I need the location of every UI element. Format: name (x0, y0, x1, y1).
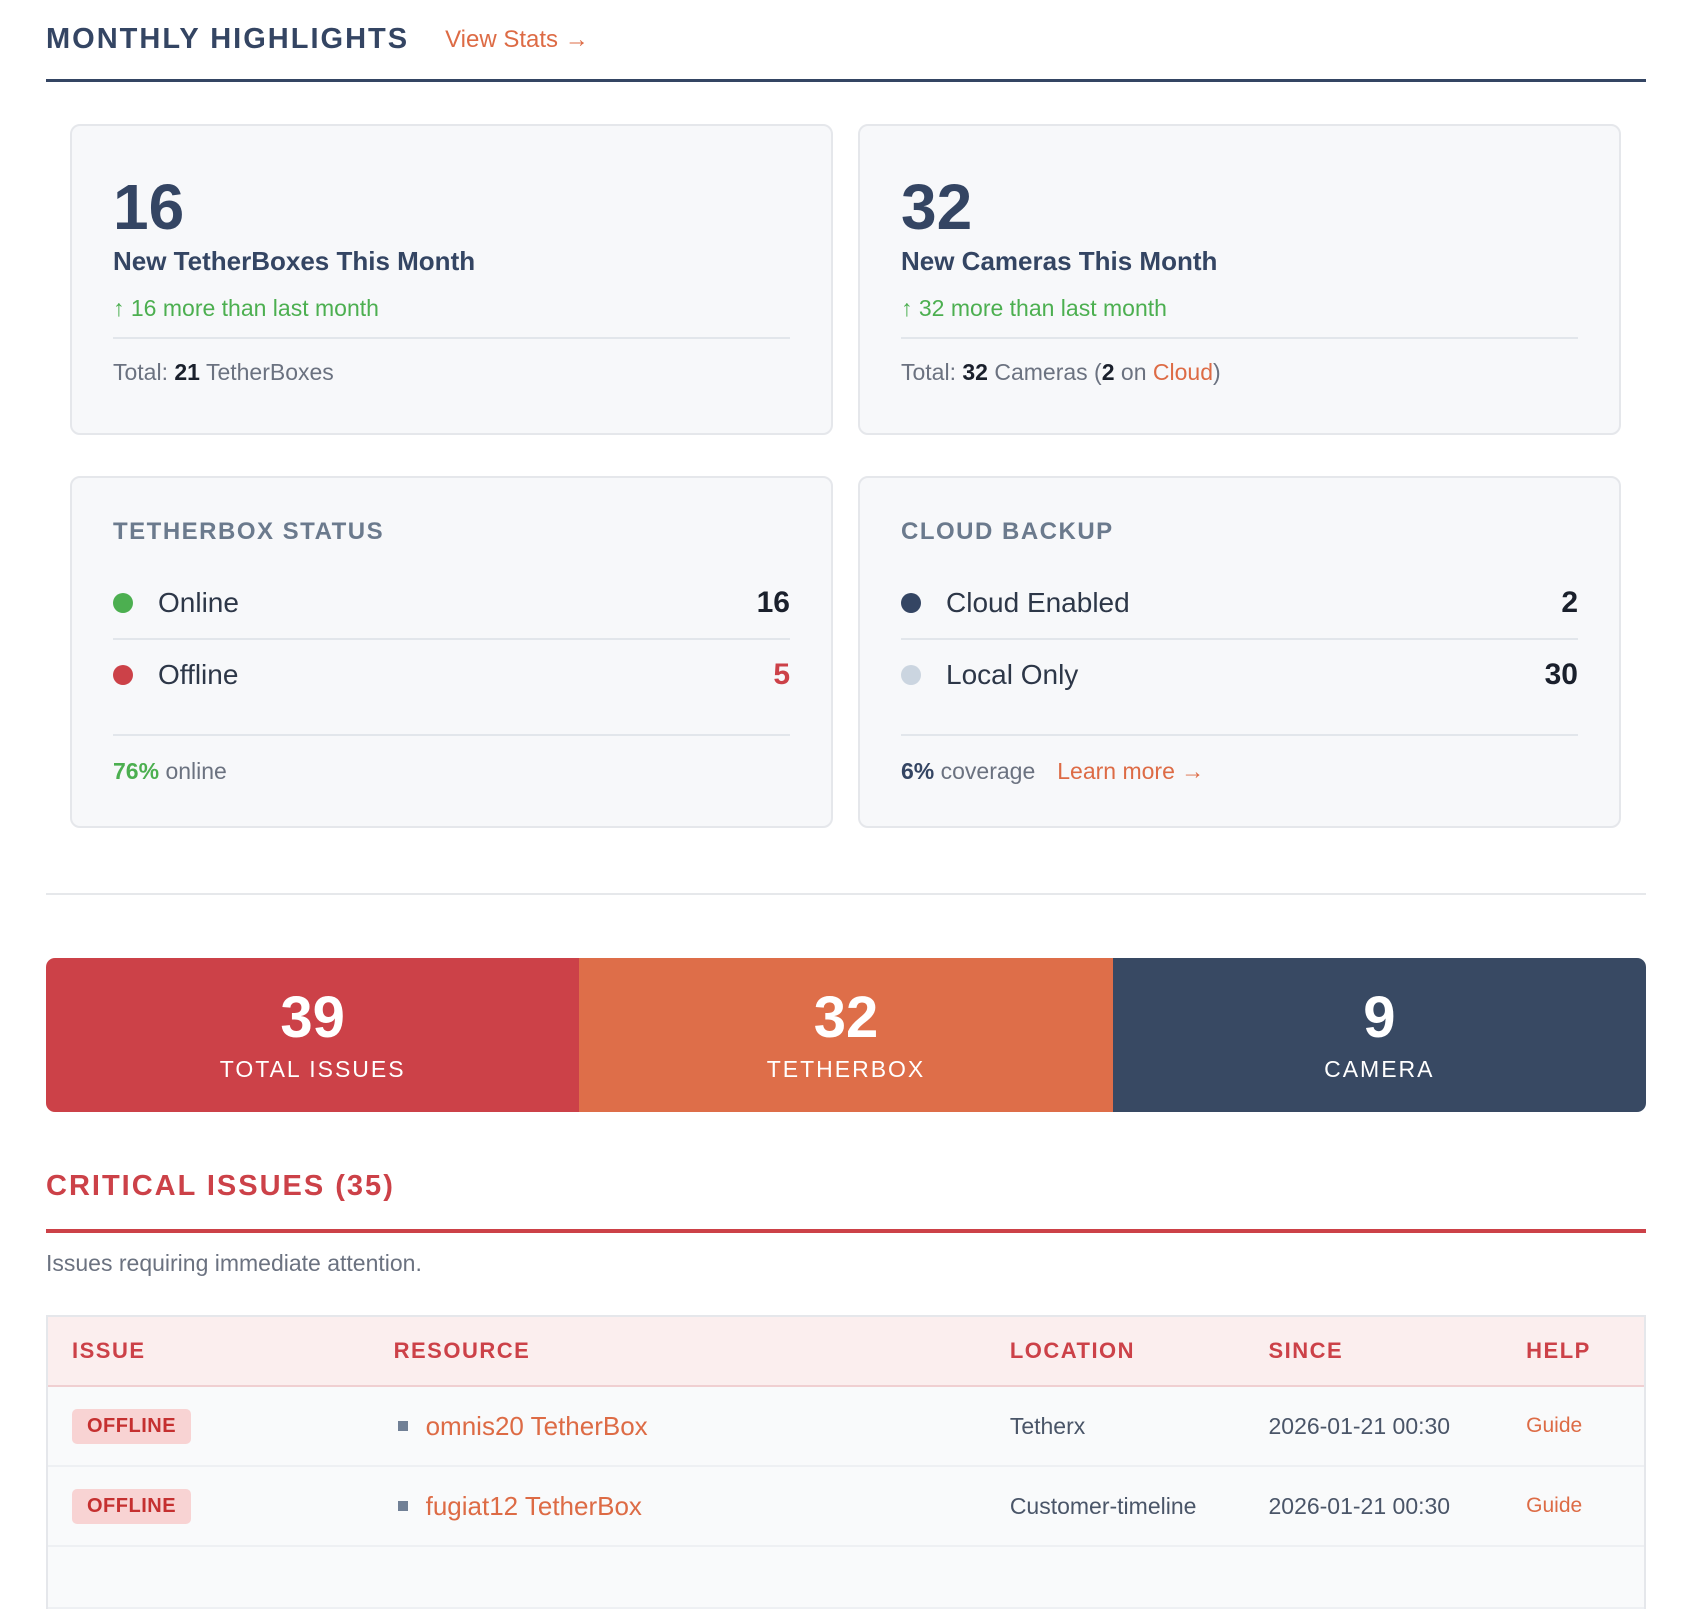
close-paren: ) (1213, 359, 1221, 385)
since-cell: 2026-01-21 00:30 (1268, 1412, 1451, 1439)
coverage-percent: 6% (901, 758, 935, 784)
new-tetherboxes-count: 16 (113, 171, 185, 243)
local-only-dot-icon (901, 665, 921, 685)
total-prefix: Total: (113, 359, 168, 385)
camera-issues-cell[interactable]: 9 CAMERA (1112, 958, 1646, 1112)
tetherbox-status-title: TETHERBOX STATUS (113, 518, 385, 545)
learn-more-link[interactable]: Learn more → (1057, 758, 1205, 784)
cloud-row-local: Local Only 30 (901, 640, 1578, 710)
online-dot-icon (113, 593, 133, 613)
camera-issues-label: CAMERA (1324, 1055, 1435, 1082)
cloud-mid: on (1120, 359, 1147, 385)
highlights-header: MONTHLY HIGHLIGHTS View Stats → (46, 0, 1646, 82)
column-header-since: SINCE (1268, 1338, 1344, 1363)
new-tetherboxes-card: 16 New TetherBoxes This Month ↑ 16 more … (70, 124, 833, 435)
critical-issues-rule (46, 1229, 1646, 1233)
view-stats-link[interactable]: View Stats → (445, 25, 589, 53)
cloud-value: 2 (1561, 586, 1578, 619)
cloud-label: Cloud Enabled (946, 587, 1130, 618)
issue-cell: OFFLINE (48, 1408, 394, 1444)
column-header-location: LOCATION (1009, 1338, 1136, 1363)
total-value: 21 (174, 359, 200, 385)
location-cell: Customer-timeline (1009, 1492, 1197, 1519)
total-issues-cell[interactable]: 39 TOTAL ISSUES (46, 958, 580, 1112)
cloud-value: 30 (1544, 658, 1578, 691)
status-row-online: Online 16 (113, 568, 790, 640)
table-header-row: ISSUE RESOURCE LOCATION SINCE HELP (48, 1317, 1644, 1387)
total-value: 32 (962, 359, 988, 385)
guide-link[interactable]: Guide (1526, 1414, 1583, 1437)
new-cameras-label: New Cameras This Month (901, 246, 1218, 276)
highlight-cards: 16 New TetherBoxes This Month ↑ 16 more … (46, 82, 1646, 828)
total-suffix: TetherBoxes (205, 359, 334, 385)
tetherboxes-delta: ↑ 16 more than last month (113, 295, 790, 339)
location-cell: Tetherx (1009, 1412, 1086, 1439)
resource-link[interactable]: omnis20 TetherBox (425, 1410, 648, 1441)
status-label: Offline (158, 659, 239, 690)
coverage-text: coverage (940, 758, 1036, 784)
cloud-link[interactable]: Cloud (1152, 359, 1213, 385)
status-value: 5 (773, 658, 790, 691)
total-issues-label: TOTAL ISSUES (219, 1055, 406, 1082)
cloud-enabled-dot-icon (901, 593, 921, 613)
cloud-backup-title: CLOUD BACKUP (901, 518, 1114, 545)
resource-link[interactable]: fugiat12 TetherBox (425, 1490, 642, 1521)
cameras-total: Total: 32 Cameras (2 on Cloud) (901, 359, 1578, 386)
table-row: OFFLINE omnis20 TetherBox Tetherx 2026-0… (48, 1387, 1644, 1467)
status-row-offline: Offline 5 (113, 640, 790, 710)
status-footer: 76% online (113, 734, 790, 785)
tetherbox-status-card: TETHERBOX STATUS Online 16 Offline 5 76%… (70, 476, 833, 828)
page-title: MONTHLY HIGHLIGHTS (46, 23, 410, 55)
monthly-highlights-section: MONTHLY HIGHLIGHTS View Stats → 16 New T… (46, 0, 1646, 1609)
column-header-resource: RESOURCE (393, 1338, 531, 1363)
table-row (48, 1547, 1644, 1609)
status-label: Online (158, 587, 239, 618)
tetherbox-issues-count: 32 (813, 984, 879, 1050)
total-issues-count: 39 (280, 984, 345, 1050)
issue-cell: OFFLINE (48, 1488, 394, 1524)
critical-issues-table: ISSUE RESOURCE LOCATION SINCE HELP OFFLI… (46, 1315, 1646, 1609)
issues-summary-bar: 39 TOTAL ISSUES 32 TETHERBOX 9 CAMERA (46, 958, 1646, 1112)
guide-link[interactable]: Guide (1526, 1494, 1583, 1517)
cloud-backup-card: CLOUD BACKUP Cloud Enabled 2 Local Only … (858, 476, 1621, 828)
offline-dot-icon (113, 665, 133, 685)
critical-issues-title: CRITICAL ISSUES (35) (46, 1170, 395, 1202)
tetherbox-issues-label: TETHERBOX (766, 1055, 926, 1082)
device-icon (397, 1501, 408, 1511)
since-cell: 2026-01-21 00:30 (1268, 1492, 1451, 1519)
column-header-issue: ISSUE (72, 1338, 146, 1363)
critical-issues-description: Issues requiring immediate attention. (46, 1250, 422, 1276)
tetherboxes-total: Total: 21 TetherBoxes (113, 359, 790, 386)
table-row: OFFLINE fugiat12 TetherBox Customer-time… (48, 1467, 1644, 1547)
online-text: online (165, 758, 227, 784)
device-icon (397, 1421, 408, 1431)
camera-issues-count: 9 (1363, 984, 1396, 1050)
new-tetherboxes-label: New TetherBoxes This Month (113, 246, 476, 276)
cloud-count: 2 (1101, 359, 1115, 385)
total-prefix: Total: (901, 359, 956, 385)
new-cameras-card: 32 New Cameras This Month ↑ 32 more than… (858, 124, 1621, 435)
status-value: 16 (756, 586, 790, 619)
section-divider (46, 893, 1646, 895)
cloud-row-enabled: Cloud Enabled 2 (901, 568, 1578, 640)
new-cameras-count: 32 (901, 171, 973, 243)
online-percent: 76% (113, 758, 160, 784)
column-header-help: HELP (1526, 1338, 1591, 1363)
resource-cell: omnis20 TetherBox (394, 1411, 1010, 1442)
resource-cell: fugiat12 TetherBox (394, 1491, 1010, 1522)
cloud-label: Local Only (946, 659, 1079, 690)
status-badge: OFFLINE (72, 1488, 192, 1524)
total-mid: Cameras ( (994, 359, 1102, 385)
cameras-delta: ↑ 32 more than last month (901, 295, 1578, 339)
tetherbox-issues-cell[interactable]: 32 TETHERBOX (579, 958, 1113, 1112)
status-badge: OFFLINE (72, 1408, 192, 1444)
cloud-footer: 6% coverage Learn more → (901, 734, 1578, 785)
